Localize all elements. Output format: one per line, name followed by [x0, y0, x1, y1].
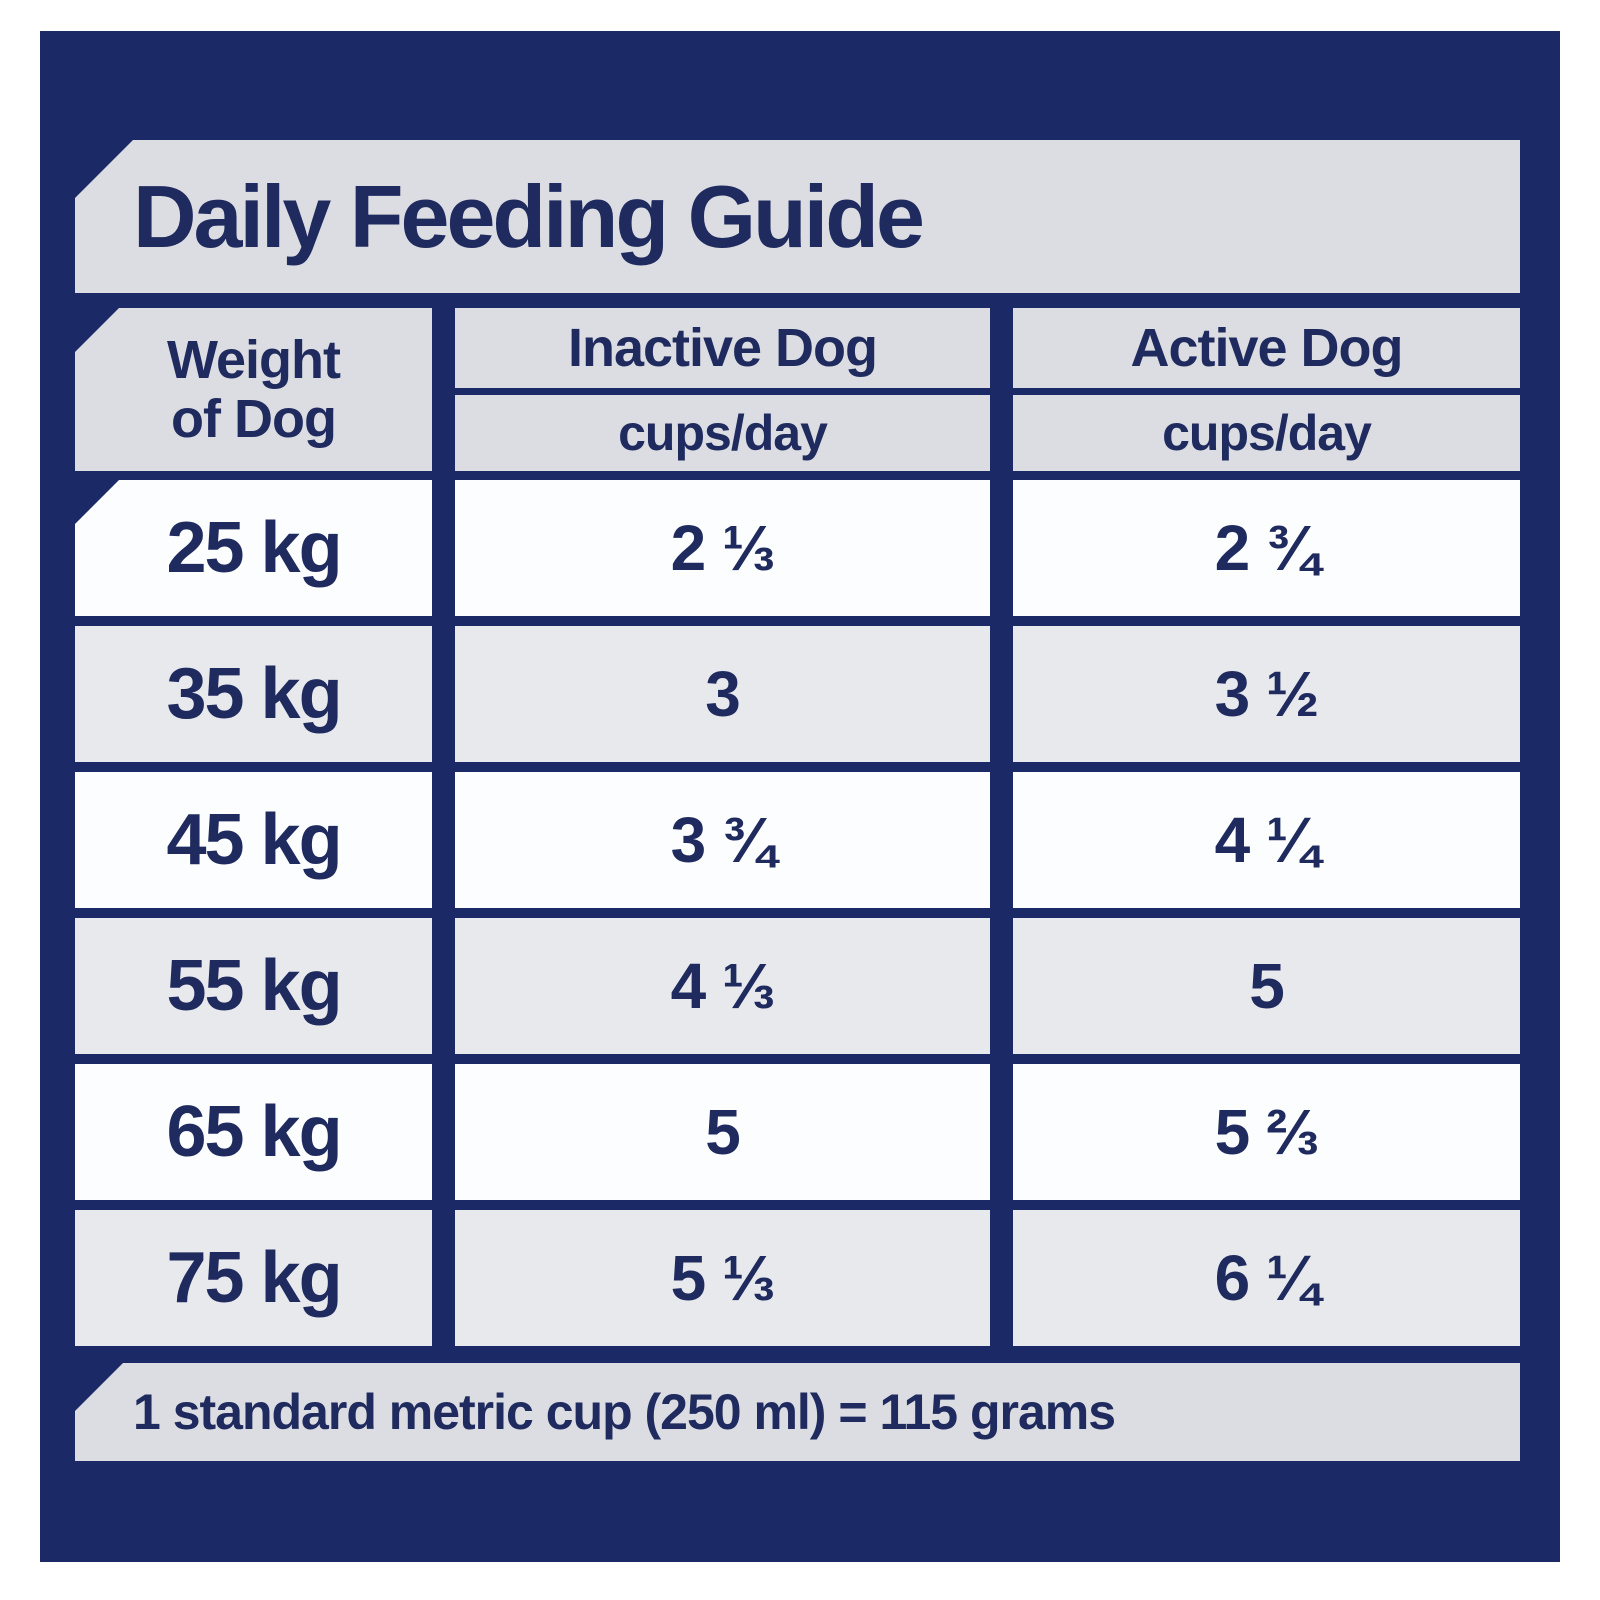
- inactive-value-cell: 2 ⅓: [455, 480, 990, 616]
- weight-cell: 35 kg: [75, 626, 432, 762]
- footer-banner: 1 standard metric cup (250 ml) = 115 gra…: [75, 1363, 1520, 1461]
- active-value-cell: 3 ½: [1013, 626, 1520, 762]
- active-value-cell: 6 ¼: [1013, 1210, 1520, 1346]
- weight-cell: 55 kg: [75, 918, 432, 1054]
- weight-header-line1: Weight: [167, 330, 341, 391]
- weight-cell: 45 kg: [75, 772, 432, 908]
- column-header-weight: Weight of Dog: [75, 308, 432, 471]
- weight-header-line2: of Dog: [171, 388, 337, 449]
- active-value-cell: 5 ⅔: [1013, 1064, 1520, 1200]
- unit-label-inactive: cups/day: [455, 395, 990, 471]
- weight-cell: 65 kg: [75, 1064, 432, 1200]
- table-header: Weight of Dog Inactive Dog Active Dog cu…: [75, 308, 1520, 471]
- inactive-value-cell: 5 ⅓: [455, 1210, 990, 1346]
- weight-cell: 75 kg: [75, 1210, 432, 1346]
- column-header-inactive: Inactive Dog: [455, 308, 990, 388]
- column-header-active: Active Dog: [1013, 308, 1520, 388]
- unit-label-active: cups/day: [1013, 395, 1520, 471]
- inactive-value-cell: 3: [455, 626, 990, 762]
- active-value-cell: 4 ¼: [1013, 772, 1520, 908]
- title-banner: Daily Feeding Guide: [75, 140, 1520, 293]
- cup-conversion-note: 1 standard metric cup (250 ml) = 115 gra…: [133, 1384, 1116, 1440]
- feeding-table-body: 25 kg 2 ⅓ 2 ¾ 35 kg 3 3 ½ 45 kg 3 ¾ 4 ¼ …: [75, 480, 1520, 1346]
- active-value-cell: 5: [1013, 918, 1520, 1054]
- feeding-guide-panel: Daily Feeding Guide Weight of Dog Inacti…: [40, 31, 1560, 1562]
- inactive-value-cell: 3 ¾: [455, 772, 990, 908]
- page-title: Daily Feeding Guide: [133, 166, 925, 266]
- active-value-cell: 2 ¾: [1013, 480, 1520, 616]
- weight-cell: 25 kg: [75, 480, 432, 616]
- inactive-value-cell: 5: [455, 1064, 990, 1200]
- inactive-value-cell: 4 ⅓: [455, 918, 990, 1054]
